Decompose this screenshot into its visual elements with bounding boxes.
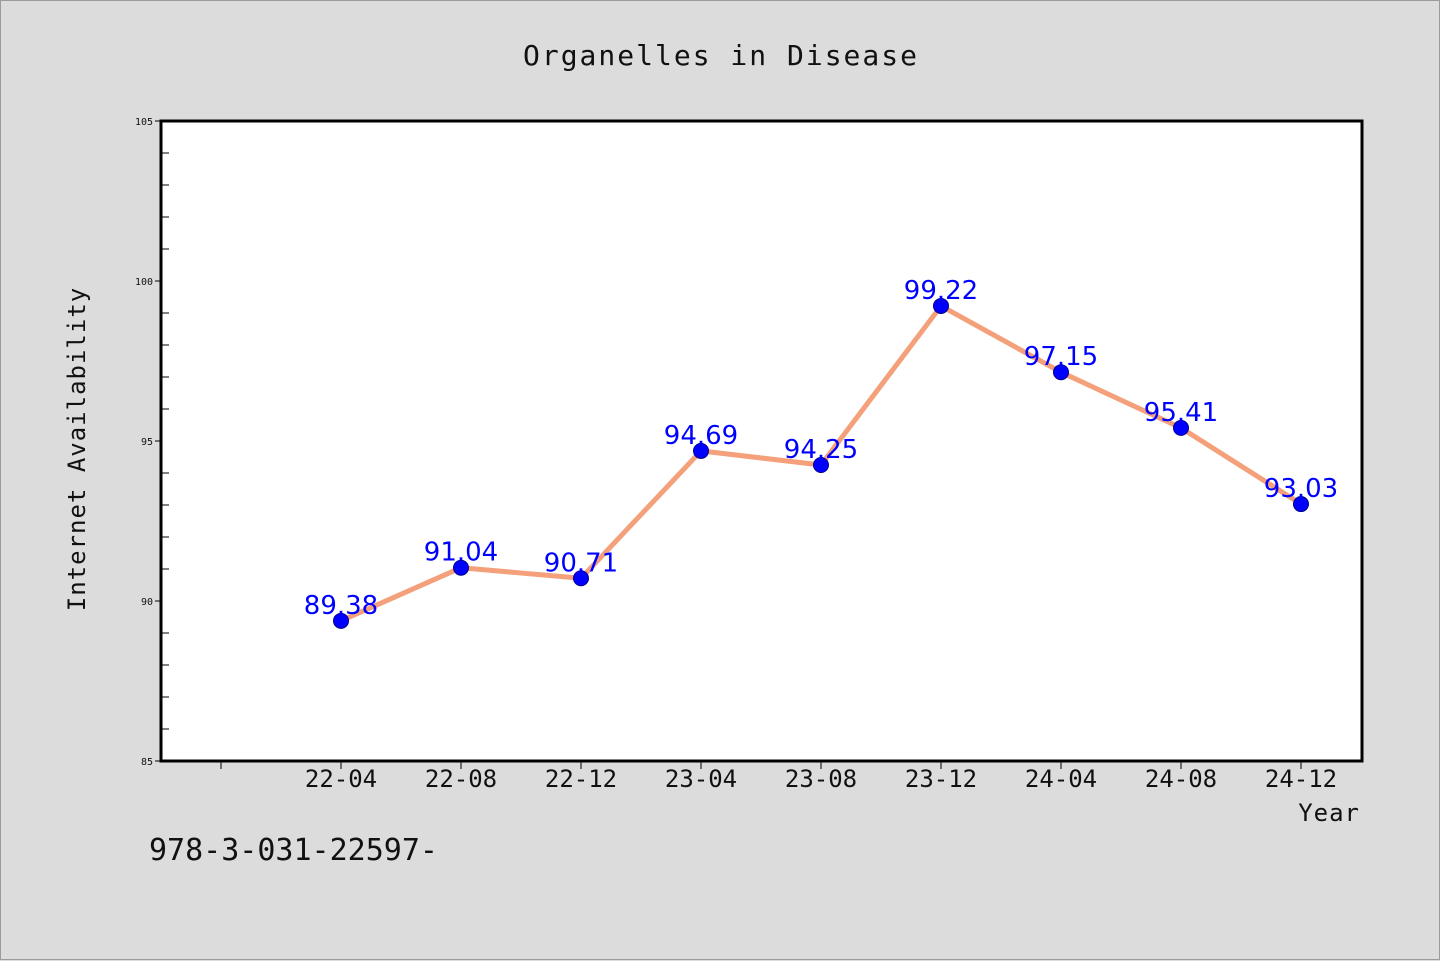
x-axis-label: Year xyxy=(1298,799,1360,827)
y-tick-label: 95 xyxy=(141,437,153,448)
x-tick-label: 24-08 xyxy=(1145,765,1217,793)
x-axis: 22-04 22-08 22-12 23-04 23-08 23-12 24-04 24-08… xyxy=(220,761,1337,793)
data-point xyxy=(1053,364,1069,381)
y-axis-label: Internet Availability xyxy=(63,287,91,611)
data-label: 97.15 xyxy=(1024,342,1098,372)
data-label: 94.25 xyxy=(784,435,858,465)
data-markers xyxy=(333,297,1309,629)
data-label: 91.04 xyxy=(424,538,498,568)
data-label: 95.41 xyxy=(1144,398,1218,428)
x-tick-label: 23-04 xyxy=(665,765,737,793)
x-tick-label: 24-12 xyxy=(1265,765,1337,793)
data-point xyxy=(453,559,469,576)
data-point xyxy=(1293,496,1309,513)
data-label: 94.69 xyxy=(664,421,738,451)
y-axis: 85 90 95 100 105 xyxy=(135,117,169,768)
data-point xyxy=(573,570,589,587)
data-point xyxy=(813,457,829,473)
y-tick-label: 90 xyxy=(141,597,153,608)
x-tick-label: 22-04 xyxy=(305,765,377,793)
x-tick-label: 22-08 xyxy=(425,765,497,793)
x-tick-label: 23-12 xyxy=(905,765,977,793)
y-tick-label: 100 xyxy=(135,277,153,288)
data-label: 99.22 xyxy=(904,276,978,306)
x-tick-label: 22-12 xyxy=(545,765,617,793)
x-tick-label: 24-04 xyxy=(1025,765,1097,793)
data-point xyxy=(693,442,709,459)
data-label: 93.03 xyxy=(1264,474,1338,504)
x-tick-label: 23-08 xyxy=(785,765,857,793)
chart-title: Organelles in Disease xyxy=(523,39,919,72)
data-point xyxy=(1173,419,1189,436)
data-label: 90.71 xyxy=(544,548,618,578)
data-point xyxy=(333,612,349,629)
data-label: 89.38 xyxy=(304,591,378,621)
data-point xyxy=(933,297,949,314)
y-tick-label: 105 xyxy=(135,117,153,128)
plot-area xyxy=(159,119,1364,763)
data-labels: 89.38 91.04 90.71 94.69 94.25 99.22 97.15 95.41… xyxy=(304,276,1338,621)
footer-code: 978-3-031-22597- xyxy=(149,833,438,868)
y-tick-label: 85 xyxy=(141,757,153,768)
